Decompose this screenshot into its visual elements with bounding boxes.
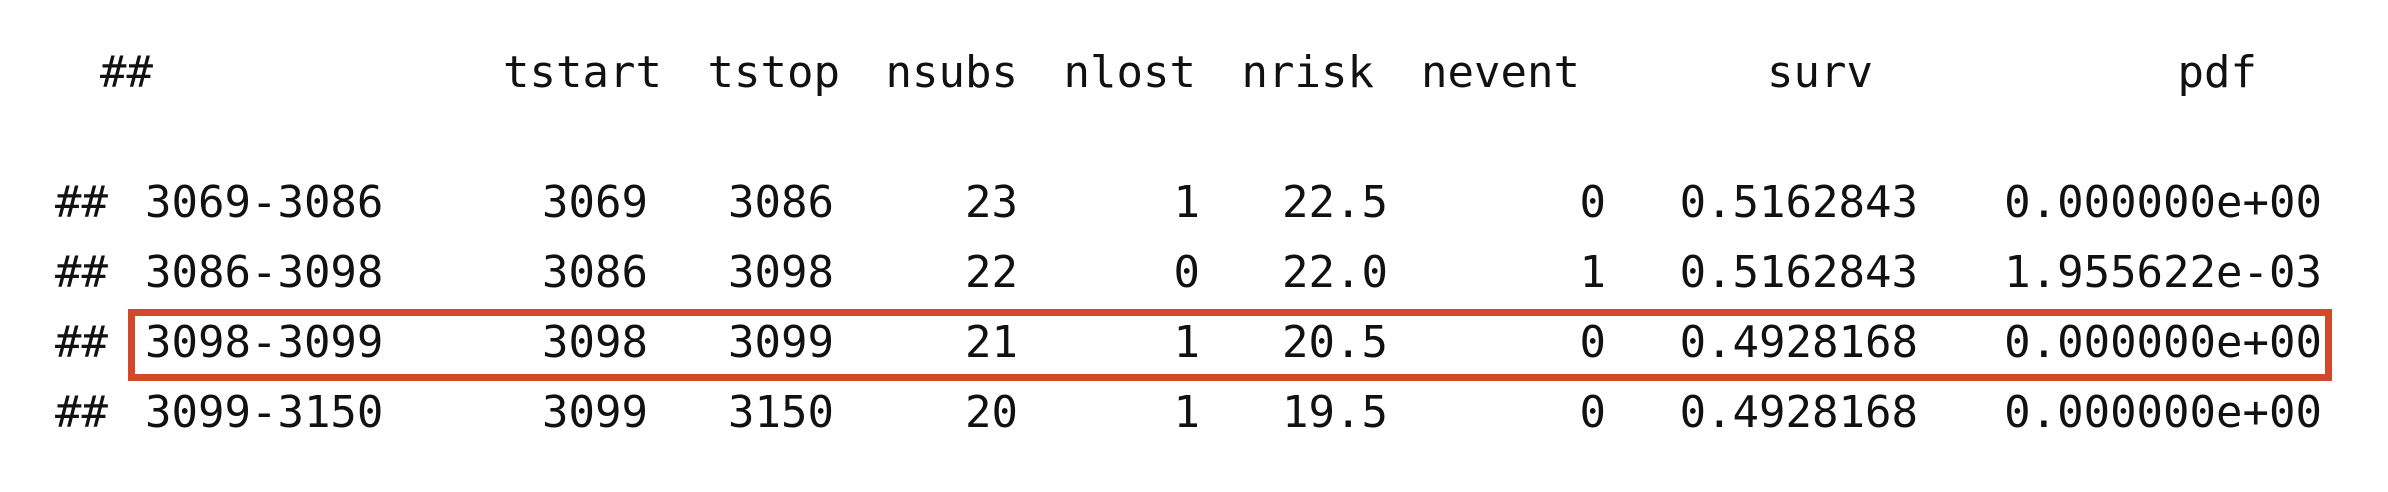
header-tstop: tstop [707, 47, 840, 98]
row-interval: 3069-3086 [145, 177, 384, 228]
row-tstart: 3099 [542, 387, 648, 438]
row-prefix: ## [55, 247, 108, 298]
row-pdf: 1.955622e-03 [2004, 247, 2322, 298]
row-nrisk: 22.5 [1282, 177, 1388, 228]
row-surv: 0.4928168 [1679, 387, 1918, 438]
row-interval: 3086-3098 [145, 247, 384, 298]
row-prefix: ## [55, 177, 108, 228]
row-nevent: 0 [1579, 177, 1607, 228]
header-prefix: ## [100, 47, 153, 98]
row-nlost: 1 [1173, 387, 1201, 438]
row-nsubs: 22 [965, 247, 1018, 298]
row-nrisk: 20.5 [1282, 317, 1388, 368]
row-tstop: 3099 [728, 317, 834, 368]
header-nlost: nlost [1063, 47, 1196, 98]
table-row: ## 3086-3098 3086 3098 22 0 22.0 1 0.516… [0, 238, 2388, 308]
row-tstop: 3150 [728, 387, 834, 438]
table-row: ## 3069-3086 3069 3086 23 1 22.5 0 0.516… [0, 168, 2388, 238]
header-pdf: pdf [2177, 47, 2257, 98]
header-nrisk: nrisk [1241, 47, 1374, 98]
row-pdf: 0.000000e+00 [2004, 317, 2322, 368]
row-nlost: 1 [1173, 177, 1201, 228]
header-nsubs: nsubs [885, 47, 1018, 98]
row-nrisk: 22.0 [1282, 247, 1388, 298]
row-interval: 3099-3150 [145, 387, 384, 438]
row-nrisk: 19.5 [1282, 387, 1388, 438]
row-nsubs: 23 [965, 177, 1018, 228]
header-surv: surv [1767, 47, 1873, 98]
header-nevent: nevent [1421, 47, 1580, 98]
row-interval: 3098-3099 [145, 317, 384, 368]
table-row: ## 3099-3150 3099 3150 20 1 19.5 0 0.492… [0, 378, 2388, 448]
row-pdf: 0.000000e+00 [2004, 387, 2322, 438]
row-nsubs: 20 [965, 387, 1018, 438]
row-nlost: 1 [1173, 317, 1201, 368]
table-row-highlighted: ## 3098-3099 3098 3099 21 1 20.5 0 0.492… [0, 308, 2388, 378]
table-header: ## tstart tstop nsubs nlost nrisk nevent… [0, 38, 2388, 108]
row-prefix: ## [55, 387, 108, 438]
row-tstop: 3086 [728, 177, 834, 228]
row-nsubs: 21 [965, 317, 1018, 368]
row-surv: 0.5162843 [1679, 247, 1918, 298]
row-tstart: 3086 [542, 247, 648, 298]
row-surv: 0.5162843 [1679, 177, 1918, 228]
row-nevent: 0 [1579, 387, 1607, 438]
row-nlost: 0 [1173, 247, 1201, 298]
row-surv: 0.4928168 [1679, 317, 1918, 368]
row-prefix: ## [55, 317, 108, 368]
row-nevent: 1 [1579, 247, 1607, 298]
row-tstart: 3069 [542, 177, 648, 228]
row-pdf: 0.000000e+00 [2004, 177, 2322, 228]
header-tstart: tstart [503, 47, 662, 98]
row-tstart: 3098 [542, 317, 648, 368]
row-highlight-box [128, 309, 2332, 381]
row-nevent: 0 [1579, 317, 1607, 368]
row-tstop: 3098 [728, 247, 834, 298]
